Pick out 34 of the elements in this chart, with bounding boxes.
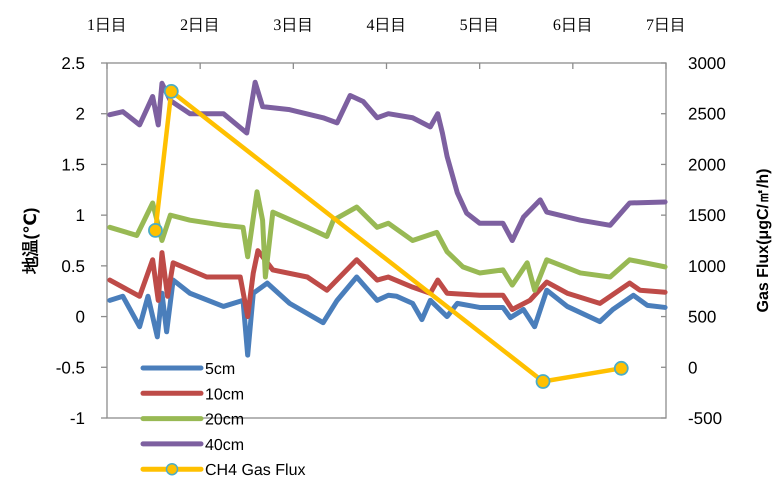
legend-label: CH4 Gas Flux: [205, 462, 306, 480]
x-tick-label: 3日目: [273, 17, 314, 34]
y2-tick-label: 1500: [688, 206, 726, 226]
y-tick-label: 0: [76, 308, 85, 327]
y2-tick-label: -500: [688, 409, 722, 428]
y-tick-label: -1: [70, 409, 85, 428]
y2-tick-label: 2000: [688, 155, 726, 174]
x-tick-label: 1日目: [87, 17, 127, 34]
y2-tick-label: 2500: [688, 104, 726, 124]
legend-label: 20cm: [205, 412, 244, 429]
point: [536, 374, 550, 389]
x-tick-label: 4日目: [366, 17, 406, 34]
legend-label: 5cm: [205, 361, 236, 378]
y-axis-title: 地温(℃): [21, 208, 40, 274]
y-tick-label: 1: [76, 206, 85, 226]
legend-label: 40cm: [205, 436, 244, 454]
y-tick-label: 2.5: [61, 54, 85, 73]
y-tick-label: -0.5: [56, 358, 85, 378]
y2-tick-label: 0: [688, 358, 698, 378]
point: [614, 360, 629, 376]
y2-axis-title: Gas Flux(μgC/㎡/h): [755, 168, 772, 313]
x-tick-label: 7日目: [646, 17, 686, 34]
y2-tick-label: 3000: [688, 54, 726, 73]
x-tick-label: 5日目: [460, 17, 500, 34]
legend-label: 10cm: [205, 386, 244, 404]
y-tick-label: 0.5: [61, 256, 85, 276]
y-tick-label: 2: [76, 104, 85, 124]
x-tick-label: 2日目: [180, 17, 220, 34]
y2-tick-label: 500: [688, 308, 716, 327]
y-tick-label: 1.5: [61, 155, 85, 174]
point: [148, 222, 163, 238]
point: [164, 84, 179, 99]
x-tick-label: 6日目: [552, 17, 593, 34]
y2-tick-label: 1000: [688, 256, 726, 276]
